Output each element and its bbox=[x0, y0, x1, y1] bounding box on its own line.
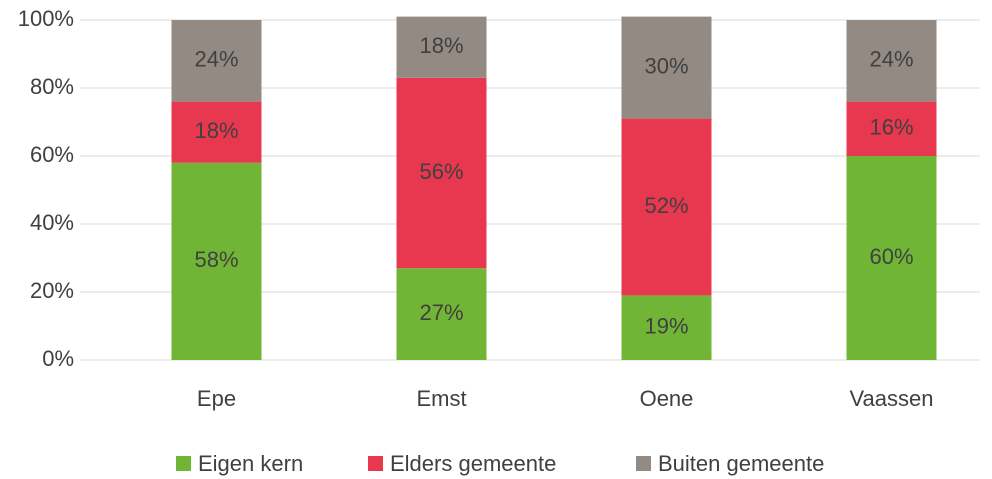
x-tick-label: Vaassen bbox=[850, 386, 934, 411]
y-tick-label: 80% bbox=[30, 74, 74, 99]
data-label: 16% bbox=[869, 115, 913, 140]
data-label: 30% bbox=[644, 53, 688, 78]
bar-segment bbox=[621, 118, 712, 296]
data-label: 18% bbox=[419, 33, 463, 58]
bar-segment bbox=[396, 268, 487, 360]
y-tick-label: 60% bbox=[30, 142, 74, 167]
bar-segment bbox=[621, 295, 712, 360]
bar-segment bbox=[171, 20, 262, 102]
x-tick-label: Oene bbox=[640, 386, 694, 411]
data-label: 52% bbox=[644, 193, 688, 218]
legend-swatch bbox=[368, 456, 383, 471]
bar-segment bbox=[621, 16, 712, 119]
y-tick-label: 20% bbox=[30, 278, 74, 303]
data-label: 60% bbox=[869, 244, 913, 269]
legend-swatch bbox=[636, 456, 651, 471]
bar-segment bbox=[171, 101, 262, 163]
legend-label: Elders gemeente bbox=[390, 451, 556, 476]
data-label: 18% bbox=[194, 118, 238, 143]
bar-segment bbox=[846, 101, 937, 156]
bar-segment bbox=[396, 16, 487, 78]
x-tick-label: Epe bbox=[197, 386, 236, 411]
y-tick-label: 40% bbox=[30, 210, 74, 235]
x-tick-label: Emst bbox=[416, 386, 466, 411]
bar-segment bbox=[396, 77, 487, 269]
data-label: 56% bbox=[419, 159, 463, 184]
data-label: 24% bbox=[869, 47, 913, 72]
bar-segment bbox=[846, 20, 937, 102]
bar-segment bbox=[171, 162, 262, 360]
legend-label: Eigen kern bbox=[198, 451, 303, 476]
data-label: 58% bbox=[194, 247, 238, 272]
data-label: 19% bbox=[644, 314, 688, 339]
bar-segment bbox=[846, 156, 937, 360]
legend-swatch bbox=[176, 456, 191, 471]
legend-label: Buiten gemeente bbox=[658, 451, 824, 476]
y-tick-label: 100% bbox=[18, 6, 74, 31]
y-tick-label: 0% bbox=[42, 346, 74, 371]
data-label: 24% bbox=[194, 47, 238, 72]
data-label: 27% bbox=[419, 300, 463, 325]
